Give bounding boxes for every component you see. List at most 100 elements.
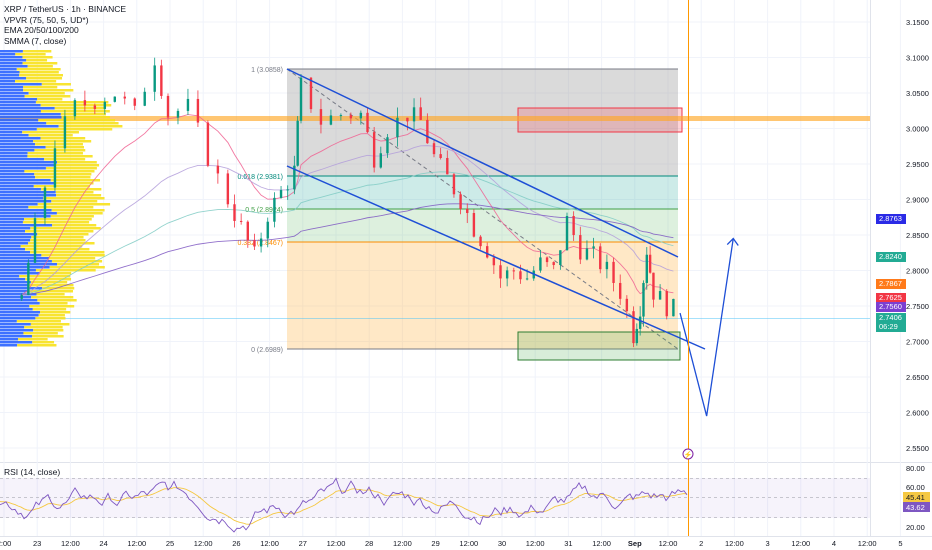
- vp-bar-down: [42, 287, 75, 290]
- time-axis-label: 25: [166, 539, 174, 548]
- vp-bar-down: [51, 260, 103, 263]
- vp-bar-down: [37, 299, 77, 302]
- channel-upper-line[interactable]: [286, 68, 679, 258]
- vp-bar-down: [31, 236, 84, 239]
- vp-bar-down: [19, 275, 71, 278]
- vp-bar-up: [0, 341, 33, 344]
- time-axis-label: 3: [766, 539, 770, 548]
- candle-body: [27, 262, 30, 296]
- vp-bar-up: [0, 161, 58, 164]
- price-axis[interactable]: 3.1500 3.1000 3.0500 3.0000 2.9500 2.9000 2.85…: [906, 18, 929, 453]
- event-icon[interactable]: [682, 448, 694, 460]
- vp-bar-down: [40, 188, 102, 191]
- vp-bar-down: [43, 197, 105, 200]
- vp-bar-up: [0, 65, 28, 68]
- vp-bar-up: [0, 137, 41, 140]
- vp-bar-up: [0, 308, 33, 311]
- vp-bar-up: [0, 269, 36, 272]
- price-axis-label: 2.8500: [906, 231, 929, 240]
- vp-bar-down: [57, 161, 97, 164]
- rsi-axis[interactable]: 80.00 60.00 20.00 45.41 43.62: [903, 464, 930, 532]
- vp-bar-down: [25, 248, 90, 251]
- vp-bar-down: [27, 65, 53, 68]
- horizontal-resistance[interactable]: [0, 116, 870, 121]
- fib-zone-upper: [287, 69, 678, 176]
- price-badge: 2.7625: [876, 293, 906, 303]
- symbol-title[interactable]: XRP / TetherUS · 1h · BINANCE: [4, 4, 127, 14]
- vp-bar-up: [0, 320, 17, 323]
- price-axis-label: 2.6500: [906, 373, 929, 382]
- vp-bar-down: [34, 173, 92, 176]
- vp-bar-up: [0, 251, 31, 254]
- vp-bar-up: [0, 302, 40, 305]
- time-axis-label: 12:00: [127, 539, 146, 548]
- vp-bar-down: [50, 179, 100, 182]
- time-axis-label: 12:00: [659, 539, 678, 548]
- indicator-vpvr[interactable]: VPVR (75, 50, 5, UD*): [4, 14, 89, 25]
- forecast-arrowhead: [726, 237, 739, 246]
- indicator-ema[interactable]: EMA 20/50/100/200: [4, 25, 79, 35]
- vp-bar-up: [0, 149, 35, 152]
- vp-bar-down: [31, 296, 74, 299]
- ema-line: [21, 171, 674, 296]
- candle-body: [439, 154, 442, 158]
- time-axis[interactable]: 2:002312:002412:002512:002612:002712:002…: [0, 539, 902, 548]
- fib-retracement[interactable]: 1 (3.0858) 0.618 (2.9381) 0.5 (2.8924) 0…: [237, 67, 679, 354]
- vp-bar-up: [0, 188, 41, 191]
- indicator-smma[interactable]: SMMA (7, close): [4, 35, 67, 46]
- vp-bar-down: [18, 338, 48, 341]
- time-axis-label: 26: [232, 539, 240, 548]
- fib-label-500: 0.5 (2.8924): [245, 207, 283, 214]
- vp-bar-up: [0, 233, 38, 236]
- rsi-pane[interactable]: [0, 462, 870, 536]
- vp-bar-down: [24, 218, 92, 221]
- vp-bar-up: [0, 227, 31, 230]
- vp-bar-down: [34, 149, 86, 152]
- candle-body: [396, 117, 399, 138]
- demand-zone[interactable]: [517, 331, 681, 361]
- candle-body: [239, 220, 243, 222]
- time-axis-label: 12:00: [260, 539, 279, 548]
- candle-body: [585, 248, 589, 260]
- vp-bar-up: [0, 278, 26, 281]
- candle-body: [419, 107, 422, 120]
- time-axis-label: 12:00: [592, 539, 611, 548]
- channel-lower-line[interactable]: [286, 165, 706, 350]
- candle-body: [259, 238, 263, 247]
- vp-bar-up: [0, 239, 31, 242]
- volume-profile[interactable]: [0, 50, 123, 347]
- vp-bar-down: [49, 257, 96, 260]
- candle-body: [652, 272, 655, 300]
- vp-bar-down: [40, 137, 86, 140]
- vp-bar-down: [32, 308, 67, 311]
- rsi-value-text: 43.62: [906, 503, 925, 512]
- price-badge: 2.7560: [876, 302, 906, 312]
- vp-bar-down: [33, 140, 92, 143]
- vp-bar-up: [0, 245, 21, 248]
- candle-body: [426, 119, 429, 144]
- fib-zone-500: [287, 209, 678, 242]
- candle-body: [545, 257, 549, 263]
- candle-body: [672, 298, 675, 317]
- candle-body: [572, 216, 575, 236]
- vp-bar-down: [16, 68, 61, 71]
- candle-body: [565, 216, 569, 251]
- vp-bar-down: [15, 53, 46, 56]
- rsi-legend[interactable]: RSI (14, close): [4, 467, 61, 477]
- vp-bar-down: [35, 143, 83, 146]
- vp-bar-down: [33, 185, 90, 188]
- vp-bar-up: [0, 344, 18, 347]
- vp-bar-down: [52, 224, 97, 227]
- candle-body: [53, 148, 57, 188]
- vp-bar-down: [23, 332, 58, 335]
- candle-body: [339, 115, 343, 117]
- vp-bar-down: [36, 128, 113, 131]
- candle-body: [486, 246, 489, 258]
- vp-bar-up: [0, 287, 43, 290]
- vp-bar-up: [0, 164, 55, 167]
- candle-body: [645, 254, 648, 283]
- vp-bar-up: [0, 146, 46, 149]
- time-axis-label: 27: [299, 539, 307, 548]
- vp-bar-down: [22, 131, 79, 134]
